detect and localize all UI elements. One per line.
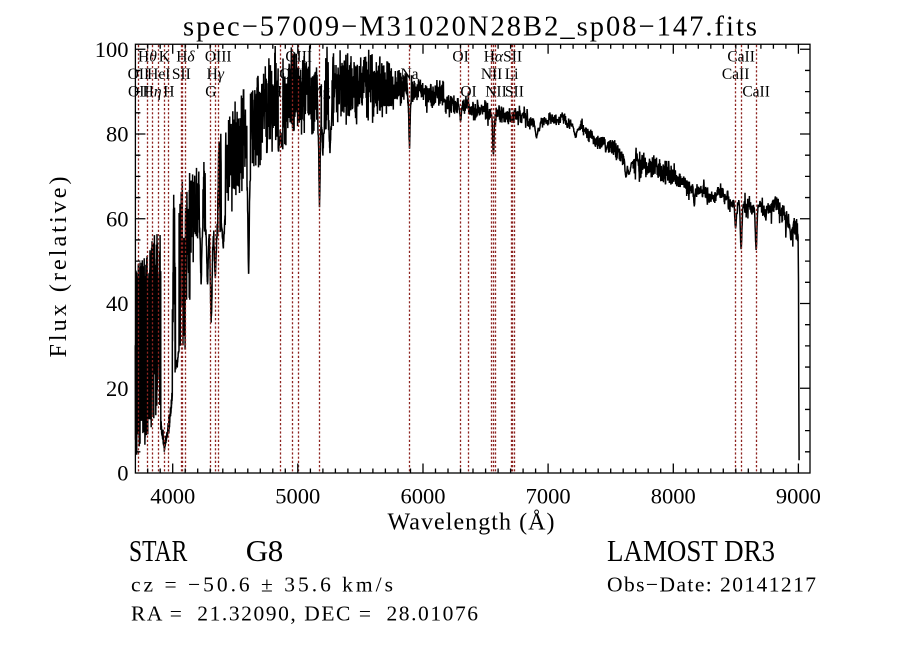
svg-text:OIII: OIII: [279, 66, 306, 83]
svg-text:HeI: HeI: [147, 66, 170, 83]
svg-text:SII: SII: [505, 84, 524, 101]
svg-text:OIII: OIII: [205, 49, 232, 66]
svg-text:cz = −50.6 ± 35.6 km/s: cz = −50.6 ± 35.6 km/s: [131, 573, 393, 597]
svg-text:9000: 9000: [776, 484, 821, 509]
svg-text:Hγ: Hγ: [207, 66, 225, 83]
svg-text:40: 40: [106, 291, 129, 316]
svg-text:OI: OI: [460, 84, 476, 101]
svg-text:Obs−Date: 20141217: Obs−Date: 20141217: [607, 573, 816, 597]
svg-text:4000: 4000: [150, 484, 195, 509]
svg-text:20: 20: [106, 376, 129, 401]
svg-text:Hα: Hα: [484, 49, 504, 66]
svg-text:SII: SII: [172, 66, 191, 83]
svg-text:8000: 8000: [651, 484, 696, 509]
svg-text:100: 100: [95, 37, 129, 62]
svg-text:G8: G8: [246, 533, 283, 568]
svg-text:OI: OI: [452, 49, 468, 66]
svg-text:5000: 5000: [275, 484, 320, 509]
svg-text:Hη: Hη: [143, 84, 162, 101]
svg-text:80: 80: [106, 122, 129, 147]
svg-text:Na: Na: [400, 66, 418, 83]
svg-text:Flux (relative): Flux (relative): [46, 177, 72, 358]
svg-text:K: K: [159, 49, 171, 66]
svg-text:Hθ: Hθ: [138, 49, 157, 66]
svg-text:STAR: STAR: [129, 533, 188, 568]
svg-text:0: 0: [117, 461, 128, 486]
svg-text:H: H: [163, 84, 174, 101]
svg-text:CaII: CaII: [742, 84, 770, 101]
svg-text:7000: 7000: [526, 484, 571, 509]
svg-text:60: 60: [106, 206, 129, 231]
svg-text:spec−57009−M31020N28B2_sp08−14: spec−57009−M31020N28B2_sp08−147.fits: [183, 12, 757, 43]
svg-text:SII: SII: [503, 49, 522, 66]
svg-text:NII: NII: [481, 66, 503, 83]
svg-text:Mg: Mg: [309, 84, 331, 101]
svg-text:Hδ: Hδ: [176, 49, 195, 66]
svg-text:CaII: CaII: [722, 66, 750, 83]
svg-text:OIII: OIII: [285, 49, 312, 66]
svg-text:Hβ: Hβ: [271, 84, 290, 101]
svg-text:Wavelength (Å): Wavelength (Å): [388, 510, 555, 536]
svg-text:RA = 21.32090, DEC = 28.0107: RA = 21.32090, DEC = 28.01076: [131, 602, 478, 626]
svg-text:NII: NII: [485, 84, 507, 101]
svg-text:6000: 6000: [401, 484, 446, 509]
svg-text:CaII: CaII: [727, 49, 755, 66]
svg-text:LAMOST DR3: LAMOST DR3: [607, 534, 775, 568]
svg-text:OII: OII: [128, 66, 150, 83]
svg-text:Li: Li: [505, 66, 519, 83]
svg-text:G: G: [205, 84, 216, 101]
svg-text:OII: OII: [128, 84, 150, 101]
